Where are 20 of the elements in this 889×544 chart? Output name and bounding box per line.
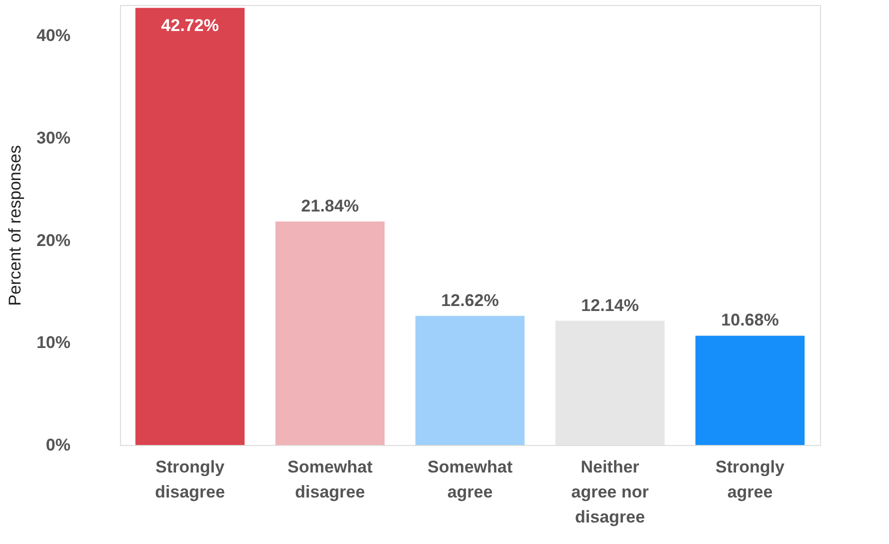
bar bbox=[415, 316, 525, 445]
x-tick-label: Strongly agree bbox=[716, 458, 786, 502]
data-label: 42.72% bbox=[161, 16, 219, 35]
y-tick-label: 30% bbox=[36, 128, 70, 148]
data-label: 10.68% bbox=[721, 310, 779, 330]
y-axis-title: Percent of responses bbox=[5, 145, 24, 306]
y-tick-label: 20% bbox=[36, 230, 70, 250]
x-tick-label: Strongly disagree bbox=[155, 458, 226, 502]
bar bbox=[135, 8, 245, 445]
data-label: 12.14% bbox=[581, 296, 639, 315]
y-tick-label: 10% bbox=[36, 333, 70, 352]
bar bbox=[695, 336, 805, 445]
y-tick-label: 0% bbox=[46, 436, 70, 454]
x-tick-label: Somewhat disagree bbox=[287, 458, 373, 502]
x-tick-label: Neither agree nor disagree bbox=[571, 458, 650, 526]
y-tick-label: 40% bbox=[36, 26, 70, 46]
x-tick-label: Somewhat agree bbox=[427, 458, 513, 502]
data-label: 12.62% bbox=[441, 290, 499, 310]
data-label: 21.84% bbox=[301, 196, 359, 216]
bar bbox=[275, 222, 385, 445]
